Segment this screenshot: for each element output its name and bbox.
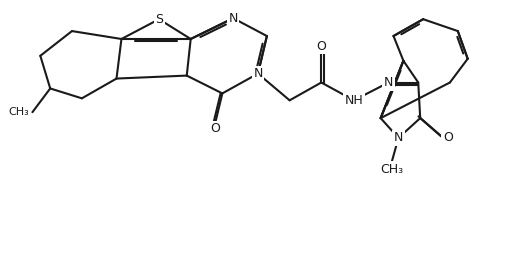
- Text: CH₃: CH₃: [9, 107, 30, 117]
- Text: N: N: [384, 76, 393, 89]
- Text: N: N: [253, 67, 263, 80]
- Text: O: O: [316, 40, 326, 53]
- Text: S: S: [155, 13, 163, 26]
- Text: N: N: [228, 12, 238, 25]
- Text: CH₃: CH₃: [380, 163, 403, 176]
- Text: N: N: [394, 131, 403, 144]
- Text: O: O: [211, 122, 220, 135]
- Text: NH: NH: [344, 94, 363, 107]
- Text: O: O: [443, 131, 453, 144]
